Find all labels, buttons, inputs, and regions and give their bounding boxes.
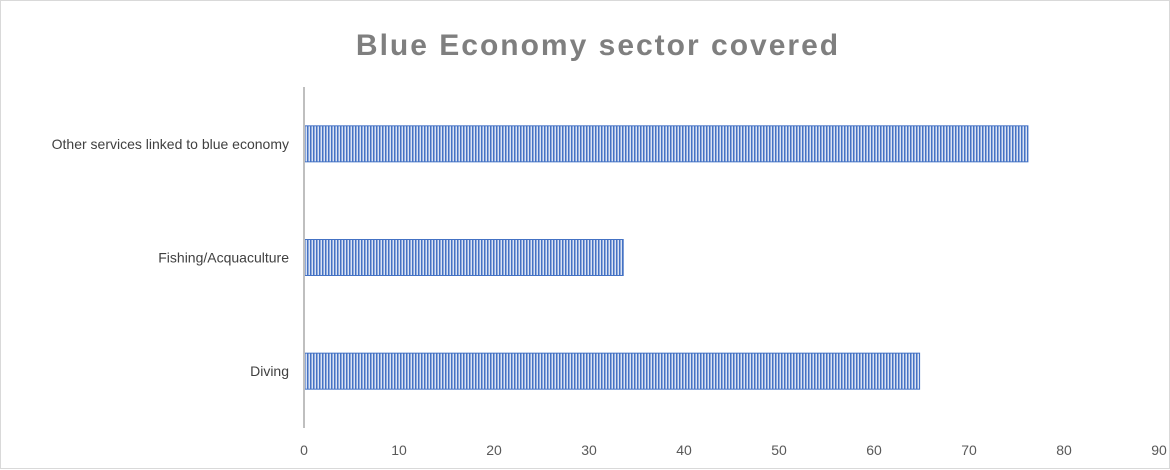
category-labels: Other services linked to blue economy Fis… (52, 136, 290, 379)
x-tick-label: 30 (581, 442, 597, 458)
bar-0 (303, 125, 1029, 163)
bars-layer (303, 125, 1029, 390)
x-tick-label: 20 (486, 442, 502, 458)
x-tick-label: 50 (771, 442, 787, 458)
chart-title: Blue Economy sector covered (356, 29, 840, 62)
x-tick-label: 70 (961, 442, 977, 458)
x-tick-label: 80 (1056, 442, 1072, 458)
category-label: Fishing/Acquaculture (158, 250, 289, 266)
category-label: Other services linked to blue economy (52, 136, 289, 152)
x-tick-label: 90 (1151, 442, 1167, 458)
x-tick-label: 10 (391, 442, 407, 458)
x-tick-labels: 0 10 20 30 40 50 60 70 80 90 (300, 442, 1167, 458)
x-tick-label: 60 (866, 442, 882, 458)
category-label: Diving (250, 363, 289, 379)
x-tick-label: 0 (300, 442, 308, 458)
bar-1 (303, 239, 624, 276)
bar-2 (303, 352, 921, 390)
x-tick-label: 40 (676, 442, 692, 458)
